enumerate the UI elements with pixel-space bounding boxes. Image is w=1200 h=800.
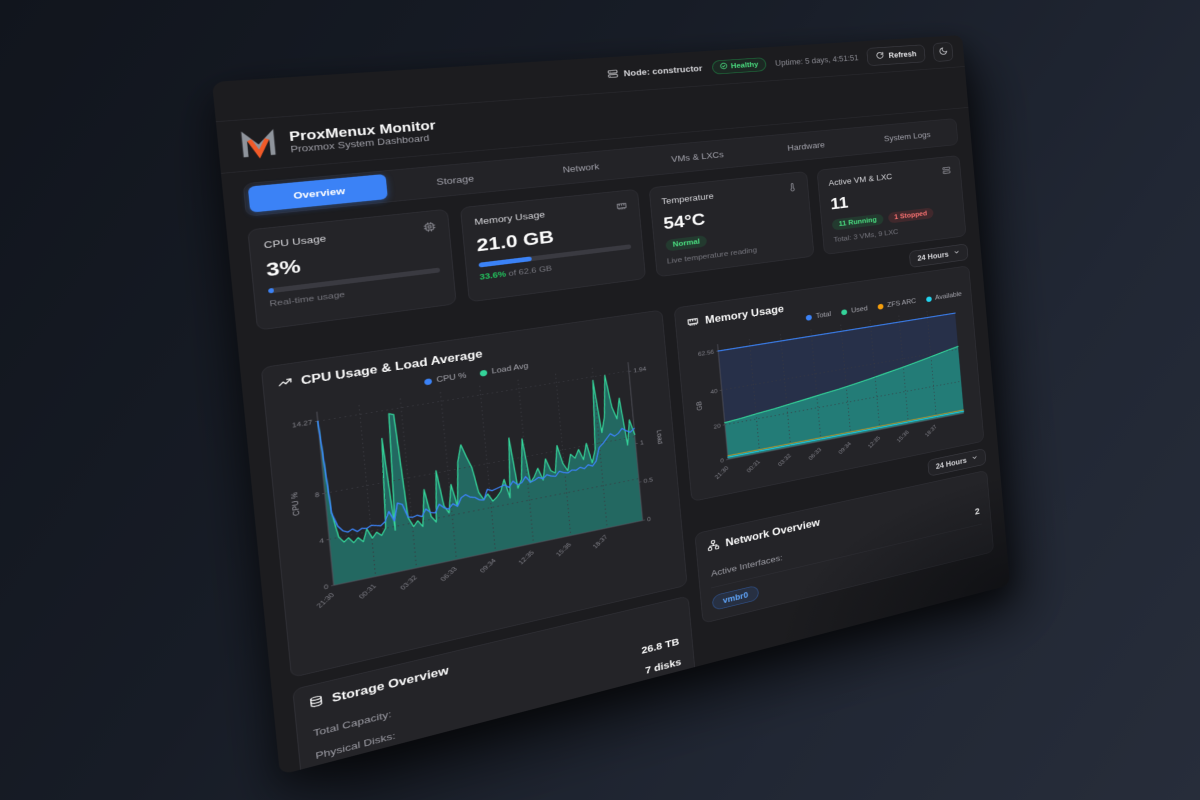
server-stack-icon — [942, 165, 952, 176]
vm-card-label: Active VM & LXC — [828, 171, 893, 188]
svg-text:18:37: 18:37 — [924, 424, 938, 438]
svg-text:1.94: 1.94 — [633, 365, 647, 374]
svg-text:21:30: 21:30 — [713, 465, 730, 481]
legend-dot — [479, 369, 488, 377]
tab-system-logs[interactable]: System Logs — [883, 129, 931, 143]
svg-text:09:34: 09:34 — [478, 557, 498, 574]
svg-text:GB: GB — [695, 401, 704, 412]
svg-text:03:32: 03:32 — [399, 574, 419, 591]
right-column: Memory Usage Total Used ZFS ARC Available 0… — [673, 265, 995, 624]
memory-caption-pct: 33.6% — [479, 270, 507, 282]
cpu-icon — [423, 221, 437, 235]
svg-text:06:33: 06:33 — [439, 565, 459, 582]
svg-text:18:37: 18:37 — [591, 534, 609, 550]
storage-disks-value: 7 disks — [644, 656, 682, 677]
node-label: Node: constructor — [623, 63, 703, 79]
time-range-value-top: 24 Hours — [917, 250, 949, 263]
svg-text:0: 0 — [720, 457, 725, 464]
legend-dot — [423, 377, 432, 386]
theme-toggle-button[interactable] — [932, 42, 954, 62]
refresh-button[interactable]: Refresh — [866, 44, 926, 67]
vm-stopped-badge: 1 Stopped — [887, 207, 934, 224]
legend-dot — [805, 314, 813, 321]
left-column: CPU Usage & Load Average CPU % Load Avg 0… — [260, 309, 696, 776]
svg-text:21:30: 21:30 — [315, 591, 337, 609]
hard-drive-icon — [308, 693, 325, 712]
legend-dot — [841, 308, 848, 316]
uptime-text: Uptime: 5 days, 4:51:51 — [774, 53, 859, 68]
refresh-icon — [876, 51, 885, 61]
svg-text:0: 0 — [647, 515, 652, 522]
main-columns: CPU Usage & Load Average CPU % Load Avg 0… — [240, 264, 1010, 776]
server-icon — [608, 69, 619, 81]
svg-text:0.5: 0.5 — [643, 476, 653, 484]
health-badge-label: Healthy — [730, 60, 759, 71]
svg-text:40: 40 — [710, 388, 718, 396]
svg-text:8: 8 — [315, 491, 321, 499]
time-range-value-bottom: 24 Hours — [935, 456, 968, 471]
refresh-label: Refresh — [888, 49, 917, 60]
network-icon — [707, 539, 720, 555]
svg-text:09:34: 09:34 — [837, 440, 853, 455]
svg-text:4: 4 — [319, 537, 325, 545]
dashboard-window: Node: constructor Healthy Uptime: 5 days… — [212, 34, 1010, 776]
svg-text:00:31: 00:31 — [357, 582, 378, 600]
vm-running-badge: 11 Running — [831, 213, 884, 231]
memory-card-label: Memory Usage — [473, 209, 546, 228]
memory-icon — [686, 315, 699, 331]
chevron-down-icon — [971, 454, 978, 463]
svg-text:12:35: 12:35 — [866, 435, 881, 450]
cpu-load-chart: 0 4 8 14.27 0 0.5 1 1.94 21:30 00:31 03:32 06:33 09:… — [289, 352, 665, 609]
tab-storage[interactable]: Storage — [435, 172, 475, 187]
cpu-chart-card: CPU Usage & Load Average CPU % Load Avg 0… — [260, 309, 688, 678]
svg-text:12:35: 12:35 — [517, 549, 536, 566]
memory-caption: 33.6% of 62.6 GB — [479, 255, 632, 282]
tab-vms-lxcs[interactable]: VMs & LXCs — [670, 149, 725, 164]
time-range-select-top[interactable]: 24 Hours — [908, 243, 969, 268]
chevron-down-icon — [953, 249, 960, 258]
svg-text:06:33: 06:33 — [807, 446, 823, 461]
interface-badge-vmbr0: vmbr0 — [711, 584, 760, 611]
svg-text:0: 0 — [324, 583, 330, 591]
proxmenux-logo — [238, 128, 280, 161]
svg-text:1: 1 — [640, 439, 645, 446]
trend-up-icon — [277, 375, 294, 393]
legend-dot — [877, 303, 884, 310]
brand-text: ProxMenux Monitor Proxmox System Dashboa… — [288, 117, 437, 155]
network-interfaces-label: Active Interfaces: — [710, 552, 784, 579]
network-interfaces-value: 2 — [974, 506, 981, 518]
cpu-card-label: CPU Usage — [263, 232, 327, 251]
legend-dot — [925, 295, 932, 303]
svg-text:62.56: 62.56 — [698, 349, 715, 358]
memory-icon — [615, 200, 627, 213]
tab-hardware[interactable]: Hardware — [787, 139, 826, 153]
svg-text:Load: Load — [655, 429, 665, 445]
node-indicator: Node: constructor — [608, 63, 703, 80]
svg-text:15:36: 15:36 — [895, 429, 910, 444]
svg-text:14.27: 14.27 — [292, 419, 313, 430]
tab-network[interactable]: Network — [562, 161, 600, 175]
temperature-status-badge: Normal — [664, 235, 708, 252]
moon-icon — [938, 46, 948, 57]
memory-caption-suffix: of 62.6 GB — [505, 264, 553, 279]
svg-text:00:31: 00:31 — [745, 458, 762, 473]
cpu-caption: Real-time usage — [269, 290, 346, 309]
svg-text:15:36: 15:36 — [554, 541, 573, 558]
svg-text:CPU %: CPU % — [289, 491, 302, 516]
svg-text:03:32: 03:32 — [776, 453, 792, 468]
memory-chart-card: Memory Usage Total Used ZFS ARC Available 0… — [673, 265, 985, 502]
thermometer-icon — [787, 182, 798, 194]
health-badge: Healthy — [711, 57, 767, 75]
memory-chart: 0 20 40 62.56 21:30 00:31 03:32 06:33 09:34 12:35… — [695, 300, 974, 481]
temperature-card-label: Temperature — [660, 191, 715, 207]
svg-text:20: 20 — [713, 422, 721, 430]
tab-overview[interactable]: Overview — [247, 173, 389, 213]
check-circle-icon — [719, 62, 727, 71]
